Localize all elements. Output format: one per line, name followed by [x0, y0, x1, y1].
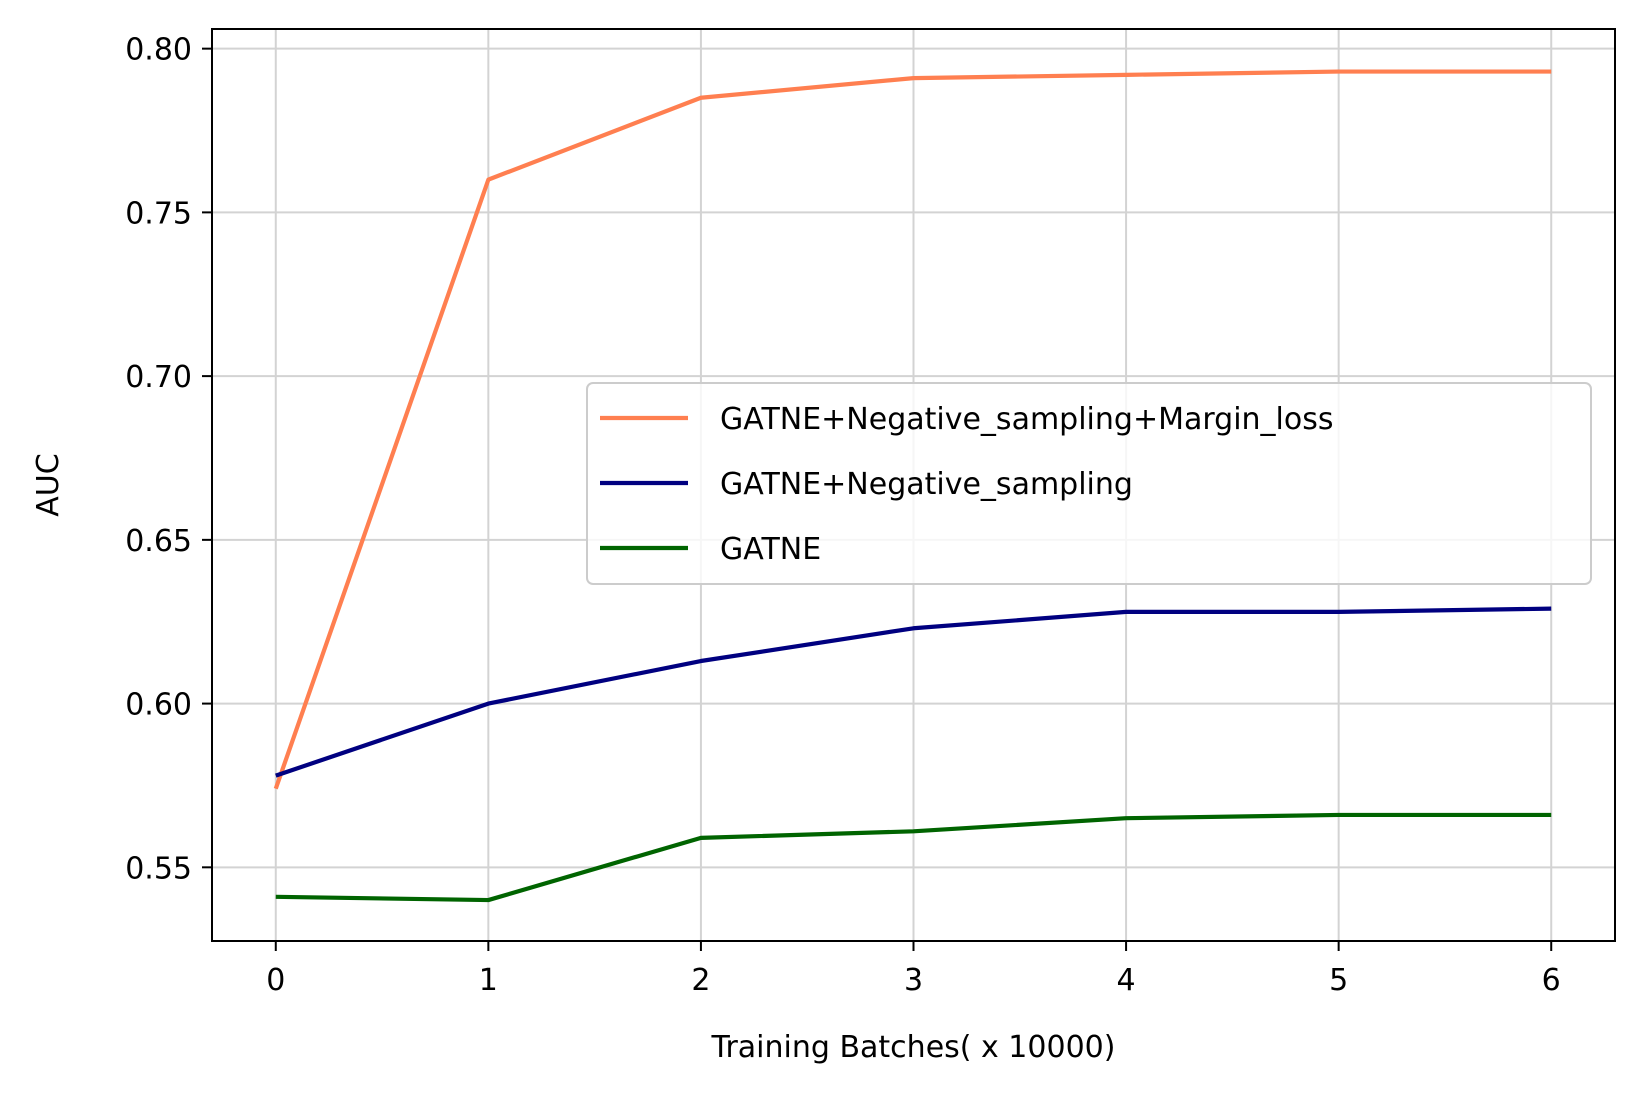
x-tick-label: 1 [479, 963, 498, 998]
series-line-2 [275, 606, 1552, 778]
x-axis-label: Training Batches( x 10000) [711, 1030, 1116, 1065]
y-tick-label: 0.55 [125, 851, 192, 886]
y-tick-label: 0.65 [125, 524, 192, 559]
legend-label: GATNE+Negative_sampling [720, 467, 1133, 502]
y-tick-label: 0.75 [125, 196, 192, 231]
x-tick-label: 0 [266, 963, 285, 998]
legend-label: GATNE [720, 532, 821, 567]
x-axis-ticks: 0 1 2 3 4 5 6 [266, 941, 1561, 998]
x-tick-label: 4 [1117, 963, 1136, 998]
y-axis-label: AUC [31, 453, 66, 516]
y-axis-ticks: 0.55 0.60 0.65 0.70 0.75 0.80 [125, 33, 212, 886]
x-tick-label: 6 [1542, 963, 1561, 998]
legend-box [586, 382, 1592, 585]
series-lines [273, 69, 1552, 903]
series-line-3 [275, 812, 1552, 903]
x-tick-label: 5 [1329, 963, 1348, 998]
y-tick-label: 0.60 [125, 688, 192, 723]
x-tick-label: 3 [904, 963, 923, 998]
legend: GATNE+Negative_sampling+Margin_loss GATNE… [586, 382, 1592, 585]
y-tick-label: 0.80 [125, 33, 192, 68]
y-tick-label: 0.70 [125, 360, 192, 395]
x-tick-label: 2 [691, 963, 710, 998]
series-line-1 [273, 69, 1552, 790]
legend-label: GATNE+Negative_sampling+Margin_loss [720, 402, 1334, 437]
